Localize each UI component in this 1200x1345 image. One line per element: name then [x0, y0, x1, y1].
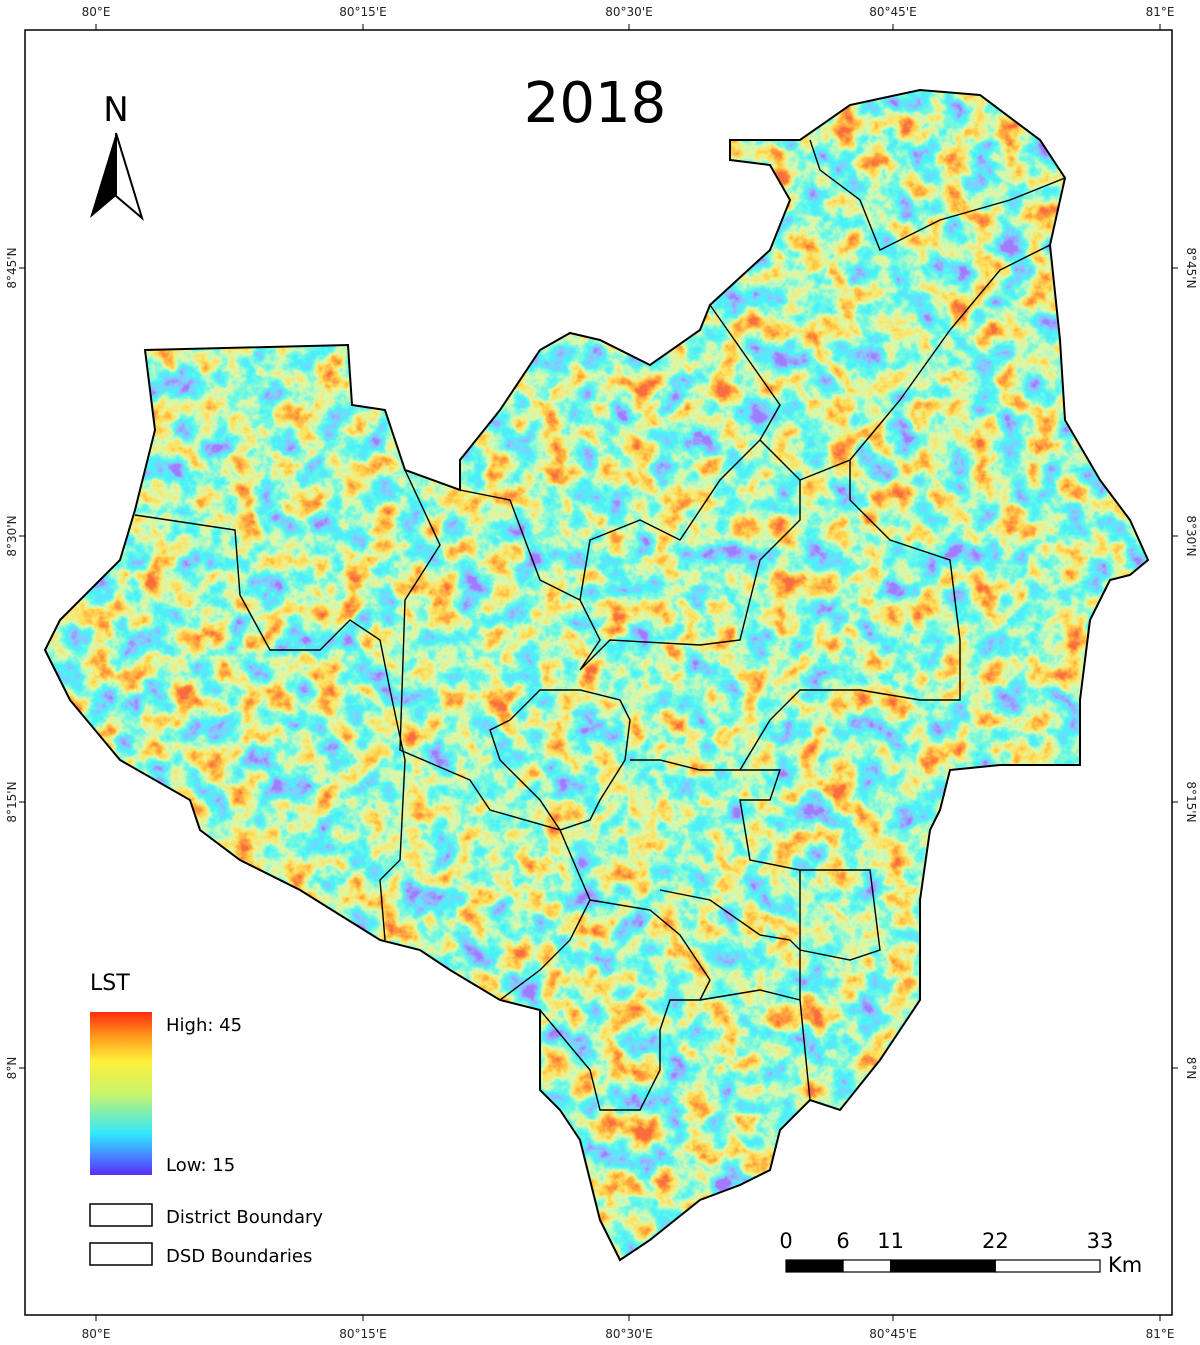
lat-label: 8°N	[5, 1057, 19, 1080]
lon-label: 81°E	[1146, 5, 1175, 19]
lon-label: 81°E	[1146, 1327, 1175, 1341]
lon-label: 80°E	[82, 1327, 111, 1341]
scale-label: 11	[877, 1229, 904, 1253]
legend-item: District Boundary	[166, 1207, 323, 1228]
legend-ramp	[90, 1012, 152, 1175]
scale-unit: Km	[1108, 1253, 1142, 1277]
legend-low: Low: 15	[166, 1155, 235, 1176]
lon-label: 80°45'E	[869, 5, 916, 19]
lon-label: 80°15'E	[339, 5, 386, 19]
scale-label: 33	[1087, 1229, 1114, 1253]
district-boundary	[43, 88, 1150, 1262]
scale-segment	[890, 1259, 996, 1273]
legend-item: DSD Boundaries	[166, 1246, 312, 1267]
scale-segment	[785, 1259, 844, 1273]
legend-swatch	[89, 1203, 153, 1227]
legend-swatch	[89, 1242, 153, 1266]
lon-label: 80°30'E	[605, 5, 652, 19]
graticule-labels: 80°E 80°E 80°15'E 80°15'E 80°30'E 80°30'E 80°4…	[5, 5, 1198, 1341]
north-arrow: N	[90, 90, 144, 221]
legend: LST High: 45 Low: 15 District Boundary D…	[89, 971, 323, 1267]
lat-label: 8°N	[1184, 1057, 1198, 1080]
lat-label: 8°45'N	[5, 247, 19, 288]
lat-label: 8°15'N	[5, 781, 19, 822]
legend-high: High: 45	[166, 1015, 242, 1036]
lon-label: 80°45'E	[869, 1327, 916, 1341]
scale-label: 6	[836, 1229, 849, 1253]
scale-segment	[842, 1259, 892, 1273]
lat-label: 8°45'N	[1184, 247, 1198, 288]
legend-title: LST	[90, 971, 130, 996]
scale-segment	[994, 1259, 1101, 1273]
lat-label: 8°15'N	[1184, 781, 1198, 822]
lon-label: 80°30'E	[605, 1327, 652, 1341]
lat-label: 8°30'N	[5, 515, 19, 556]
north-label: N	[103, 90, 128, 130]
lon-label: 80°E	[82, 5, 111, 19]
scale-label: 22	[982, 1229, 1009, 1253]
scale-label: 0	[779, 1229, 792, 1253]
lon-label: 80°15'E	[339, 1327, 386, 1341]
map-title: 2018	[524, 71, 667, 136]
lat-label: 8°30'N	[1184, 515, 1198, 556]
dsd-boundaries	[134, 139, 1066, 1111]
